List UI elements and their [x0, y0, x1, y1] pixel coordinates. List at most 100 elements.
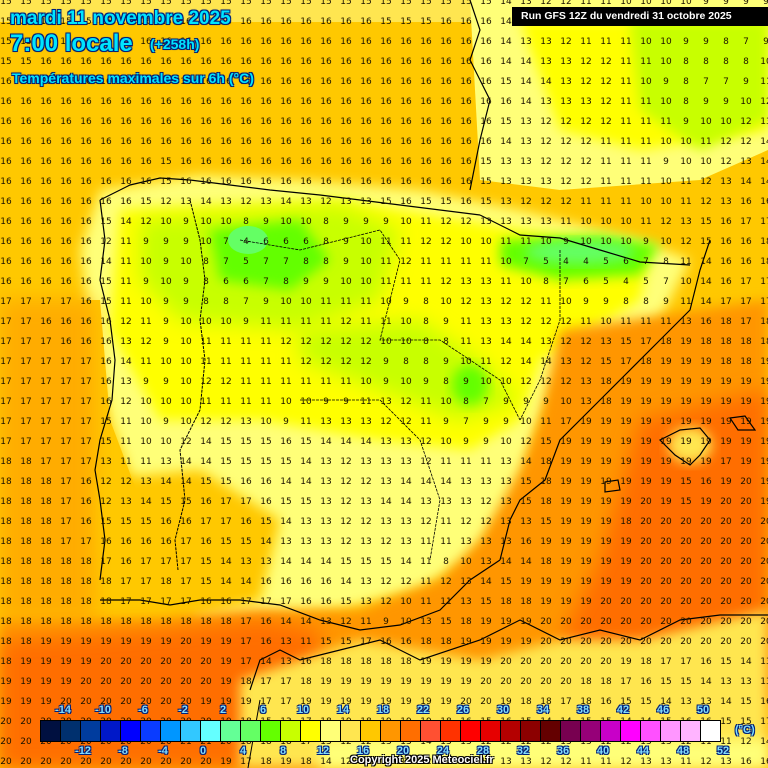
grid-value: 15 [240, 437, 252, 447]
grid-value: 17 [40, 437, 52, 447]
grid-value: 10 [380, 337, 392, 347]
grid-value: 17 [80, 437, 92, 447]
grid-value: 20 [80, 677, 92, 687]
legend-label-bottom: -4 [158, 745, 168, 757]
grid-value: 19 [640, 477, 652, 487]
grid-value: 20 [680, 597, 692, 607]
grid-value: 12 [420, 237, 432, 247]
grid-value: 16 [300, 137, 312, 147]
grid-value: 17 [260, 697, 272, 707]
grid-value: 19 [20, 677, 32, 687]
grid-value: 10 [440, 397, 452, 407]
grid-value: 19 [720, 397, 732, 407]
legend-swatch [221, 721, 241, 741]
grid-value: 20 [580, 637, 592, 647]
grid-value: 18 [100, 617, 112, 627]
grid-value: 17 [360, 637, 372, 647]
grid-value: 20 [540, 677, 552, 687]
grid-value: 18 [0, 477, 12, 487]
grid-value: 10 [380, 297, 392, 307]
grid-value: 16 [380, 637, 392, 647]
grid-value: 12 [720, 157, 732, 167]
grid-value: 15 [20, 0, 32, 7]
grid-value: 17 [720, 457, 732, 467]
grid-value: 16 [280, 97, 292, 107]
grid-value: 16 [80, 157, 92, 167]
grid-value: 16 [380, 157, 392, 167]
grid-value: 14 [700, 277, 712, 287]
grid-value: 13 [500, 197, 512, 207]
grid-value: 10 [680, 157, 692, 167]
grid-value: 15 [260, 0, 272, 7]
grid-value: 16 [440, 17, 452, 27]
grid-value: 17 [240, 617, 252, 627]
grid-value: 17 [0, 377, 12, 387]
grid-value: 15 [20, 17, 32, 27]
grid-value: 11 [680, 297, 692, 307]
grid-value: 18 [20, 517, 32, 527]
grid-value: 17 [740, 277, 752, 287]
grid-value: 12 [180, 437, 192, 447]
grid-value: 11 [460, 337, 472, 347]
grid-value: 18 [100, 597, 112, 607]
grid-value: 20 [660, 577, 672, 587]
grid-value: 12 [340, 337, 352, 347]
grid-value: 13 [460, 477, 472, 487]
grid-value: 16 [160, 57, 172, 67]
grid-value: 16 [380, 37, 392, 47]
grid-value: 10 [140, 417, 152, 427]
grid-value: 6 [303, 237, 309, 247]
grid-value: 20 [640, 577, 652, 587]
grid-value: 12 [580, 177, 592, 187]
grid-value: 12 [620, 757, 632, 767]
grid-value: 12 [580, 157, 592, 167]
grid-value: 11 [380, 257, 392, 267]
grid-value: 18 [0, 457, 12, 467]
legend-swatch [461, 721, 481, 741]
grid-value: 14 [440, 477, 452, 487]
grid-value: 16 [360, 157, 372, 167]
grid-value: 12 [540, 117, 552, 127]
legend-swatch [121, 721, 141, 741]
grid-value: 16 [260, 577, 272, 587]
grid-value: 16 [100, 117, 112, 127]
grid-value: 14 [340, 437, 352, 447]
grid-value: 11 [320, 377, 332, 387]
grid-value: 19 [60, 637, 72, 647]
grid-value: 11 [260, 377, 272, 387]
grid-value: 11 [600, 757, 612, 767]
grid-value: 16 [420, 157, 432, 167]
grid-value: 14 [320, 557, 332, 567]
grid-value: 14 [300, 617, 312, 627]
grid-value: 19 [540, 597, 552, 607]
grid-value: 6 [223, 277, 229, 287]
grid-value: 16 [300, 597, 312, 607]
grid-value: 16 [440, 97, 452, 107]
grid-value: 13 [500, 157, 512, 167]
grid-value: 13 [400, 757, 412, 767]
grid-value: 17 [640, 337, 652, 347]
grid-value: 16 [440, 117, 452, 127]
grid-value: 7 [263, 257, 269, 267]
grid-value: 19 [560, 517, 572, 527]
grid-value: 19 [560, 557, 572, 567]
grid-value: 12 [420, 457, 432, 467]
grid-value: 19 [400, 697, 412, 707]
grid-value: 15 [260, 517, 272, 527]
grid-value: 16 [320, 157, 332, 167]
grid-value: 11 [580, 37, 592, 47]
grid-value: 17 [740, 217, 752, 227]
grid-value: 13 [520, 157, 532, 167]
grid-value: 11 [620, 77, 632, 87]
grid-value: 12 [340, 497, 352, 507]
legend-label-bottom: 36 [556, 745, 570, 757]
grid-value: 16 [180, 97, 192, 107]
grid-value: 15 [640, 697, 652, 707]
grid-value: 18 [240, 737, 252, 747]
grid-value: 20 [100, 737, 112, 747]
grid-value: 18 [660, 337, 672, 347]
grid-value: 16 [340, 97, 352, 107]
grid-value: 20 [120, 697, 132, 707]
grid-value: 18 [220, 617, 232, 627]
grid-value: 16 [80, 117, 92, 127]
